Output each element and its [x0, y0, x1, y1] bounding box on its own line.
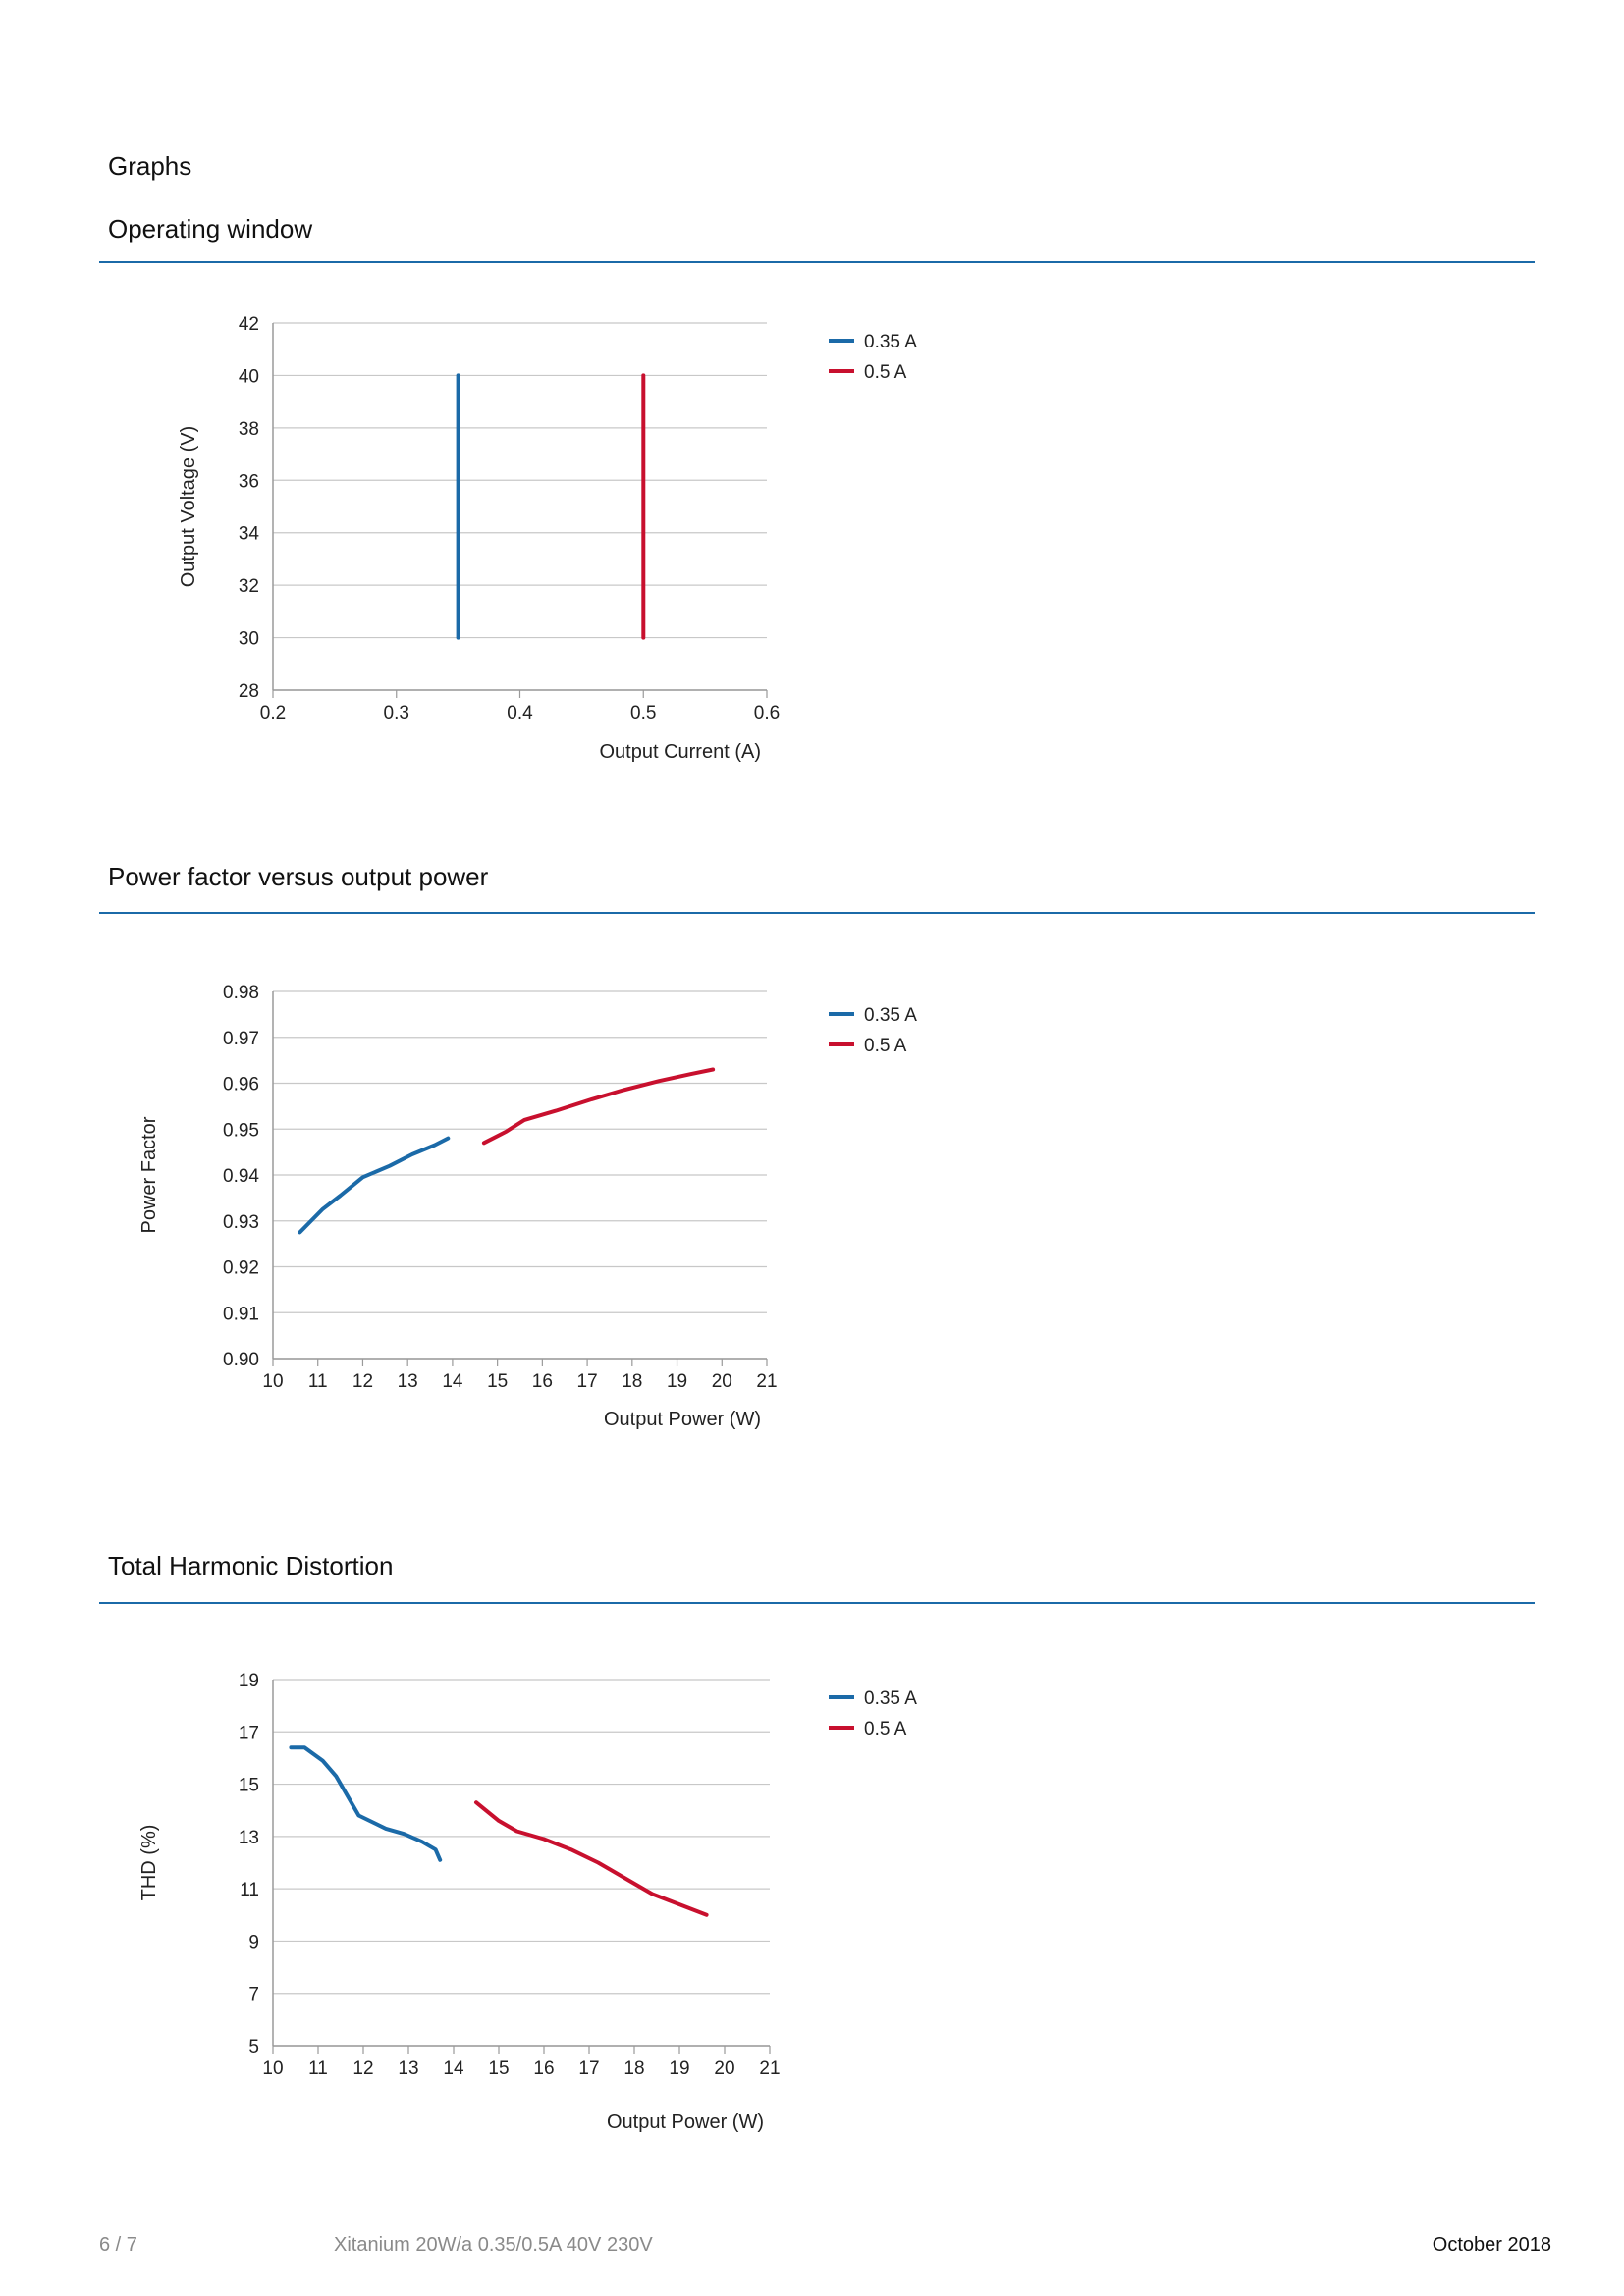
footer-product-name: Xitanium 20W/a 0.35/0.5A 40V 230V — [334, 2234, 653, 2256]
thd-chart: 5 7 9 11 13 15 17 19 10 11 12 13 14 15 16 17 18 19 20 21 THD… — [138, 1671, 917, 2133]
x-tick-label: 13 — [398, 1371, 418, 1392]
y-tick-label: 17 — [239, 1723, 259, 1743]
y-tick-label: 9 — [248, 1932, 259, 1952]
x-tick-label: 15 — [487, 1371, 508, 1392]
x-tick-label: 0.4 — [507, 703, 533, 723]
y-tick-label: 34 — [239, 524, 260, 545]
x-tick-label: 10 — [262, 1371, 283, 1392]
x-tick-label: 16 — [533, 2058, 554, 2079]
section-title-operating-window: Operating window — [108, 214, 313, 243]
x-tick-label: 0.5 — [630, 703, 656, 723]
y-tick-label: 0.98 — [223, 983, 259, 1003]
y-tick-label: 38 — [239, 419, 259, 440]
y-tick-label: 30 — [239, 629, 259, 650]
x-tick-label: 19 — [667, 1371, 687, 1392]
x-tick-label: 20 — [712, 1371, 732, 1392]
y-tick-label: 28 — [239, 681, 259, 702]
y-tick-label: 15 — [239, 1776, 259, 1796]
x-tick-label: 0.3 — [384, 703, 409, 723]
y-tick-label: 40 — [239, 366, 259, 387]
x-tick-label: 19 — [669, 2058, 689, 2079]
y-tick-label: 42 — [239, 314, 259, 335]
y-axis-label: Output Voltage (V) — [178, 426, 199, 588]
x-axis-label: Output Power (W) — [604, 1409, 761, 1430]
section-title-thd: Total Harmonic Distortion — [108, 1551, 394, 1580]
y-tick-label: 11 — [240, 1880, 259, 1900]
x-axis-label: Output Power (W) — [607, 2111, 764, 2133]
y-tick-label: 5 — [248, 2037, 259, 2057]
x-axis-label: Output Current (A) — [599, 741, 761, 763]
operating-window-chart: 28 30 32 34 36 38 40 42 0.2 0.3 0.4 0.5 0.6 Output Vo… — [178, 314, 917, 763]
x-tick-label: 17 — [578, 2058, 599, 2079]
legend-label: 0.35 A — [864, 1688, 917, 1709]
y-tick-label: 0.95 — [223, 1120, 259, 1141]
y-tick-label: 0.91 — [223, 1304, 259, 1324]
y-tick-label: 0.94 — [223, 1166, 259, 1187]
series-line — [474, 1800, 709, 1917]
section-rule — [99, 912, 1535, 914]
footer-date: October 2018 — [1432, 2234, 1551, 2256]
series-line — [298, 1136, 451, 1235]
x-tick-label: 20 — [714, 2058, 734, 2079]
y-tick-label: 13 — [239, 1828, 259, 1848]
footer-page-number: 6 / 7 — [99, 2234, 137, 2256]
y-tick-label: 0.97 — [223, 1029, 259, 1049]
x-tick-label: 13 — [398, 2058, 418, 2079]
y-axis-label: Power Factor — [138, 1116, 160, 1233]
series-line — [481, 1067, 716, 1146]
x-tick-label: 11 — [308, 1371, 328, 1392]
x-tick-label: 16 — [532, 1371, 553, 1392]
y-axis-label: THD (%) — [138, 1825, 160, 1901]
x-tick-label: 10 — [262, 2058, 283, 2079]
section-rule — [99, 261, 1535, 263]
x-tick-label: 18 — [622, 1371, 642, 1392]
section-rule — [99, 1602, 1535, 1604]
y-tick-label: 0.90 — [223, 1350, 259, 1370]
power-factor-chart: 0.90 0.91 0.92 0.93 0.94 0.95 0.96 0.97 0.98 10 11… — [138, 983, 917, 1430]
legend-label: 0.35 A — [864, 1005, 917, 1026]
y-tick-label: 7 — [248, 1985, 259, 2005]
x-tick-label: 12 — [352, 1371, 373, 1392]
y-tick-label: 0.92 — [223, 1258, 259, 1279]
legend-label: 0.5 A — [864, 1719, 907, 1739]
y-tick-label: 36 — [239, 471, 259, 492]
x-tick-label: 21 — [759, 2058, 780, 2079]
legend-label: 0.5 A — [864, 1036, 907, 1056]
y-tick-label: 0.93 — [223, 1212, 259, 1233]
x-tick-label: 11 — [308, 2058, 328, 2079]
x-tick-label: 21 — [756, 1371, 777, 1392]
y-tick-label: 32 — [239, 576, 259, 597]
x-tick-label: 12 — [352, 2058, 373, 2079]
legend-label: 0.5 A — [864, 362, 907, 383]
x-tick-label: 17 — [577, 1371, 598, 1392]
x-tick-label: 14 — [443, 2058, 464, 2079]
x-tick-label: 14 — [442, 1371, 463, 1392]
y-tick-label: 19 — [239, 1671, 259, 1691]
legend-label: 0.35 A — [864, 332, 917, 352]
x-tick-label: 0.6 — [754, 703, 780, 723]
y-tick-label: 0.96 — [223, 1075, 259, 1095]
x-tick-label: 0.2 — [260, 703, 286, 723]
series-line — [289, 1745, 443, 1862]
section-title-power-factor: Power factor versus output power — [108, 862, 489, 891]
x-tick-label: 15 — [488, 2058, 509, 2079]
x-tick-label: 18 — [623, 2058, 644, 2079]
page-heading: Graphs — [108, 151, 192, 181]
